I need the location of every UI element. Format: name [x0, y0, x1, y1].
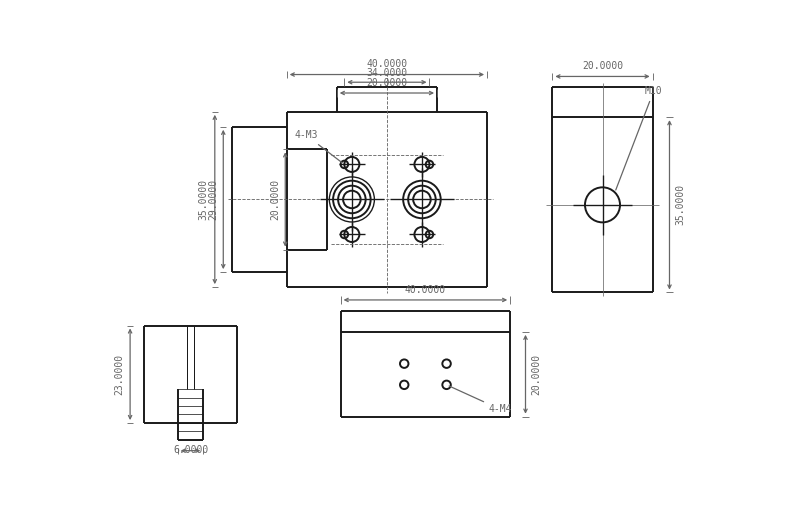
Text: 20.0000: 20.0000	[582, 61, 623, 71]
Text: 4-M3: 4-M3	[294, 130, 342, 163]
Text: 35.0000: 35.0000	[676, 184, 686, 225]
Text: 35.0000: 35.0000	[198, 179, 209, 220]
Text: M10: M10	[616, 86, 662, 190]
Text: 40.0000: 40.0000	[366, 59, 407, 69]
Text: 20.0000: 20.0000	[366, 79, 407, 88]
Text: 34.0000: 34.0000	[366, 68, 407, 77]
Text: 20.0000: 20.0000	[532, 354, 542, 395]
Text: 40.0000: 40.0000	[405, 284, 446, 294]
Text: 20.0000: 20.0000	[270, 179, 281, 220]
Text: 29.0000: 29.0000	[208, 179, 218, 220]
Text: 6.0000: 6.0000	[173, 445, 208, 456]
Text: 23.0000: 23.0000	[114, 354, 124, 395]
Text: 4-M4: 4-M4	[449, 386, 513, 414]
